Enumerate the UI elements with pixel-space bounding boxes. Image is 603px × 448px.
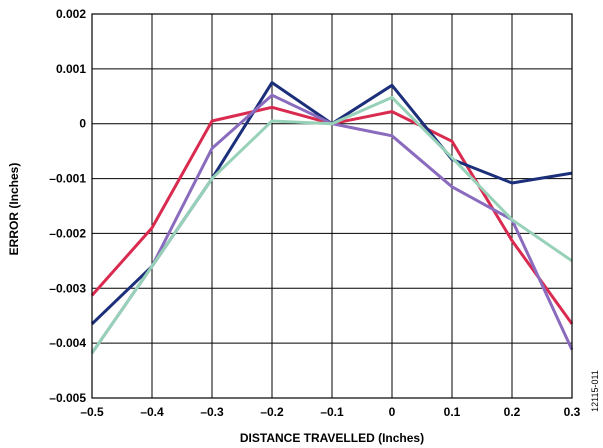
series-line-4 — [90, 95, 573, 354]
x-tick-label: –0.3 — [200, 405, 224, 419]
y-tick-label: –0.002 — [49, 226, 86, 240]
x-tick-label: 0.3 — [564, 405, 581, 419]
y-tick-label: 0.001 — [56, 62, 86, 76]
y-tick-labels: 0.002 0.001 0 –0.001 –0.002 –0.003 –0.004 –0.00… — [49, 7, 86, 405]
y-tick-label: 0 — [79, 117, 86, 131]
x-tick-label: 0.2 — [504, 405, 521, 419]
y-axis-title: ERROR (Inches) — [7, 163, 21, 256]
x-tick-label: –0.5 — [80, 405, 104, 419]
y-tick-label: –0.005 — [49, 391, 86, 405]
x-tick-label: –0.2 — [260, 405, 284, 419]
x-tick-label: 0.1 — [444, 405, 461, 419]
x-tick-label: –0.4 — [140, 405, 164, 419]
x-axis-title: DISTANCE TRAVELLED (Inches) — [240, 431, 424, 445]
plot-frame — [91, 13, 573, 399]
y-tick-label: 0.002 — [56, 7, 86, 21]
x-tick-labels: –0.5 –0.4 –0.3 –0.2 –0.1 0 0.1 0.2 0.3 — [80, 405, 580, 419]
y-tick-label: –0.003 — [49, 281, 86, 295]
y-tick-label: –0.001 — [49, 172, 86, 186]
series-group — [90, 81, 574, 354]
figure-id: 12115-011 — [590, 370, 600, 412]
y-tick-label: –0.004 — [49, 336, 86, 350]
x-tick-label: –0.1 — [320, 405, 344, 419]
x-tick-label: 0 — [389, 405, 396, 419]
